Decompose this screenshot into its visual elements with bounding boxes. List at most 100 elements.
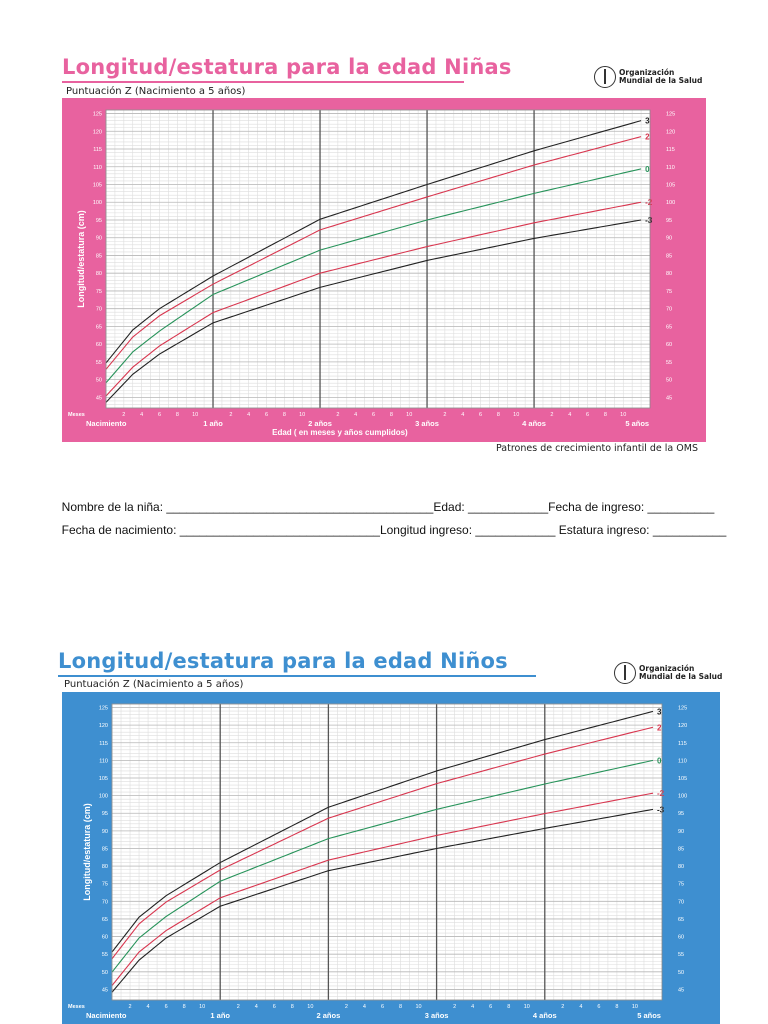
girls-chart: 45 45 50 50 55 55 60 60 65 65 70 70 75 75 80 80 85 85 90 90… bbox=[62, 98, 706, 442]
z-score-label: -3 bbox=[645, 216, 653, 225]
x-month-tick-label: 6 bbox=[265, 412, 268, 418]
z-score-label: 3 bbox=[645, 117, 650, 126]
x-month-tick-label: 4 bbox=[471, 1004, 474, 1010]
x-month-tick-label: 6 bbox=[489, 1004, 492, 1010]
form-field-longitud-ingreso[interactable]: Longitud ingreso: ____________ bbox=[379, 523, 556, 537]
x-month-tick-label: 6 bbox=[273, 1004, 276, 1010]
data-point bbox=[212, 322, 214, 324]
data-point bbox=[533, 164, 535, 166]
x-month-tick-label: 8 bbox=[399, 1004, 402, 1010]
z-score-label: 2 bbox=[657, 723, 662, 732]
data-point bbox=[533, 222, 535, 224]
data-point bbox=[328, 859, 330, 861]
x-year-label: 4 años bbox=[522, 419, 546, 428]
form-field-estatura-ingreso[interactable]: Estatura ingreso: ___________ bbox=[555, 523, 727, 537]
data-point bbox=[165, 930, 167, 932]
x-month-tick-label: 4 bbox=[140, 412, 143, 418]
x-year-label: 2 años bbox=[317, 1011, 341, 1020]
data-point bbox=[544, 828, 546, 830]
y-tick-label-right: 120 bbox=[678, 723, 687, 729]
form-field-fecha-ingreso[interactable]: Fecha de ingreso: __________ bbox=[548, 500, 715, 514]
z-score-curve--3 bbox=[105, 219, 642, 403]
y-tick-label-right: 100 bbox=[666, 200, 675, 206]
x-year-label: 1 año bbox=[210, 1011, 230, 1020]
x-month-tick-label: 10 bbox=[299, 412, 305, 418]
data-point bbox=[533, 193, 535, 195]
plot-border bbox=[105, 109, 651, 409]
y-tick-label: 95 bbox=[96, 218, 102, 224]
x-month-tick-label: 2 bbox=[443, 412, 446, 418]
data-point bbox=[640, 201, 642, 203]
boys-who-logo: Organización Mundial de la Salud bbox=[614, 662, 722, 684]
form-field-fecha-nacimiento[interactable]: Fecha de nacimiento: ___________________… bbox=[61, 523, 380, 537]
y-tick-label: 115 bbox=[99, 741, 108, 747]
y-tick-label: 95 bbox=[102, 811, 108, 817]
data-point bbox=[159, 345, 161, 347]
data-point bbox=[436, 809, 438, 811]
x-month-tick-label: 2 bbox=[129, 1004, 132, 1010]
y-tick-label-right: 100 bbox=[678, 794, 687, 800]
form-line-1: Nombre de la niña: _____________________… bbox=[55, 486, 715, 514]
girls-chart-subtitle: Puntuación Z (Nacimiento a 5 años) bbox=[66, 86, 246, 97]
girls-who-logo: Organización Mundial de la Salud bbox=[594, 66, 702, 88]
data-point bbox=[159, 330, 161, 332]
x-month-tick-label: 6 bbox=[165, 1004, 168, 1010]
y-tick-label: 50 bbox=[102, 970, 108, 976]
x-month-tick-label: 10 bbox=[307, 1004, 313, 1010]
y-tick-label: 90 bbox=[102, 829, 108, 835]
form-field-edad[interactable]: Edad: ____________ bbox=[433, 500, 549, 514]
x-month-tick-label: 6 bbox=[597, 1004, 600, 1010]
girls-chart-title: Longitud/estatura para la edad Niñas bbox=[62, 55, 512, 79]
data-point bbox=[132, 336, 134, 338]
x-month-tick-label: 8 bbox=[390, 412, 393, 418]
data-point bbox=[138, 923, 140, 925]
y-tick-label-right: 55 bbox=[666, 360, 672, 366]
data-point bbox=[159, 308, 161, 310]
y-tick-label-right: 110 bbox=[666, 165, 675, 171]
data-point bbox=[159, 353, 161, 355]
y-tick-label: 80 bbox=[102, 864, 108, 870]
y-tick-label: 120 bbox=[99, 723, 108, 729]
z-score-curve--2 bbox=[111, 792, 654, 986]
x-month-tick-label: 6 bbox=[158, 412, 161, 418]
y-tick-label-right: 65 bbox=[678, 917, 684, 923]
y-tick-label-right: 55 bbox=[678, 952, 684, 958]
y-tick-label: 110 bbox=[99, 758, 108, 764]
z-score-label: 0 bbox=[657, 756, 662, 765]
data-point bbox=[640, 219, 642, 221]
who-logo-line1: Organización bbox=[619, 68, 675, 77]
x-year-label: 4 años bbox=[533, 1011, 557, 1020]
x-year-label: Nacimiento bbox=[86, 1011, 127, 1020]
data-point bbox=[132, 366, 134, 368]
y-tick-label: 55 bbox=[96, 360, 102, 366]
x-year-label: 5 años bbox=[625, 419, 649, 428]
y-tick-label: 75 bbox=[102, 882, 108, 888]
y-tick-label: 65 bbox=[102, 917, 108, 923]
y-tick-label: 60 bbox=[102, 935, 108, 941]
y-tick-label-right: 50 bbox=[678, 970, 684, 976]
y-tick-label: 120 bbox=[93, 129, 102, 135]
data-point bbox=[328, 870, 330, 872]
z-score-curve-3 bbox=[105, 120, 642, 364]
z-score-curve--3 bbox=[111, 808, 654, 993]
x-month-tick-label: 4 bbox=[579, 1004, 582, 1010]
x-month-tick-label: 6 bbox=[372, 412, 375, 418]
z-score-label: 3 bbox=[657, 707, 662, 716]
girls-chart-footer: Patrones de crecimiento infantil de la O… bbox=[496, 443, 698, 454]
z-score-curve-0 bbox=[111, 759, 654, 973]
data-point bbox=[319, 249, 321, 251]
y-tick-label-right: 70 bbox=[666, 307, 672, 313]
form-field-nombre[interactable]: Nombre de la niña: _____________________… bbox=[61, 500, 434, 514]
x-unit-label: Meses bbox=[68, 412, 85, 418]
x-axis-label: Edad ( en meses y años cumplidos) bbox=[272, 428, 408, 437]
y-tick-label: 45 bbox=[96, 395, 102, 401]
y-tick-label-right: 95 bbox=[666, 218, 672, 224]
data-point bbox=[219, 862, 221, 864]
data-point bbox=[652, 760, 654, 762]
x-month-tick-label: 10 bbox=[415, 1004, 421, 1010]
y-tick-label: 125 bbox=[99, 706, 108, 712]
z-score-label: -2 bbox=[645, 198, 653, 207]
y-tick-label-right: 75 bbox=[678, 882, 684, 888]
data-point bbox=[544, 783, 546, 785]
x-month-tick-label: 8 bbox=[615, 1004, 618, 1010]
